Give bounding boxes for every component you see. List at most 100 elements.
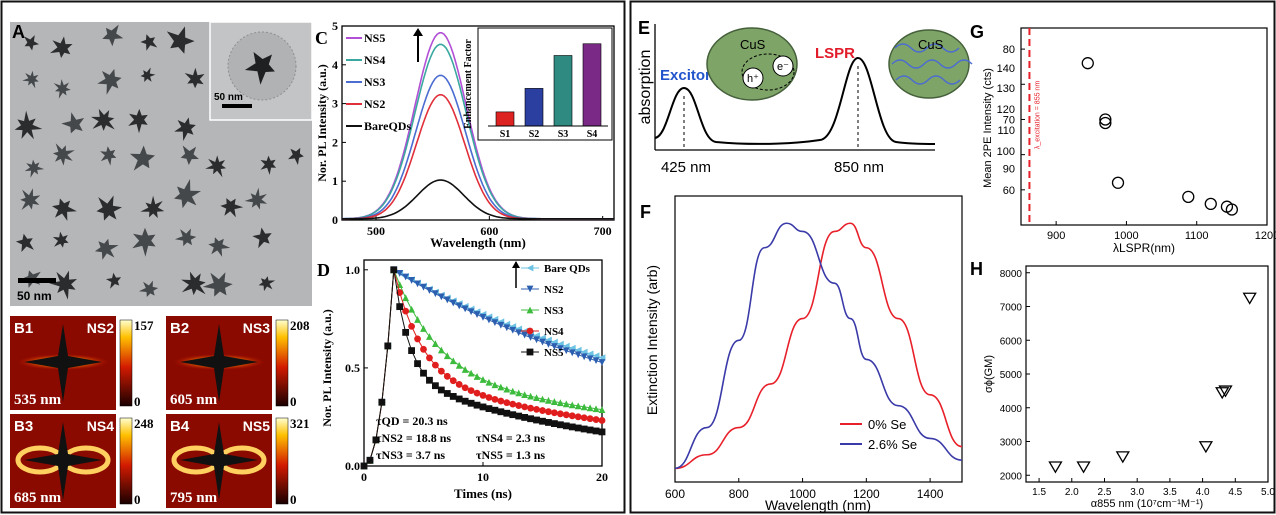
nanostar <box>184 67 205 89</box>
nanostar <box>15 233 34 252</box>
y-tick-label: 1 <box>332 174 338 188</box>
cus-label-1: CuS <box>740 37 766 52</box>
hole-label: h⁺ <box>747 73 759 85</box>
tick-label-e2: 850 nm <box>834 159 884 176</box>
nanostar <box>53 79 71 99</box>
nanostar <box>100 146 117 166</box>
nanostar <box>180 145 199 165</box>
panel-label-a: A <box>12 22 25 42</box>
nanostar <box>132 227 156 257</box>
data-point <box>526 327 534 335</box>
nanostar <box>97 68 122 95</box>
nanostar <box>174 179 201 209</box>
legend-label: NS3 <box>364 75 385 89</box>
sample-name: NS2 <box>87 320 114 336</box>
nanostar <box>260 155 277 175</box>
series-ns5 <box>360 266 606 470</box>
nanostar <box>52 198 77 221</box>
x-tick-label: 600 <box>480 224 498 238</box>
tick-label-e1: 425 nm <box>661 159 711 176</box>
inset-bar-chart: Enhancement Factor S1 S2 S3 S4 <box>463 27 613 141</box>
x-tick-label: 1000 <box>789 487 816 501</box>
nanostar <box>202 272 233 297</box>
ticks-f: 600 800 1000 1200 1400 <box>665 478 944 501</box>
data-point <box>1099 113 1112 126</box>
points-g: λ_excitation = 855 nm <box>1028 28 1239 225</box>
data-point <box>1111 176 1125 189</box>
decay-curve <box>363 269 603 467</box>
y-tick-label: 5 <box>332 19 338 33</box>
nanostar <box>50 36 73 58</box>
x-tick-label: 4.5 <box>1228 487 1242 498</box>
lifetime-annotation: τNS5 = 1.3 ns <box>476 448 545 462</box>
cus-label-2: CuS <box>918 37 944 52</box>
legend-label: Bare QDs <box>544 263 591 275</box>
y-tick-label: 8000 <box>1000 269 1023 280</box>
panel-h: H 1.5 2.0 2.5 3.0 3.5 4.0 4.5 5.0 2000 3000 4000 50… <box>970 259 1275 510</box>
panel-label-b1: B1 <box>14 320 33 337</box>
xlabel-c: Wavelength (nm) <box>430 235 526 250</box>
extinction-curve <box>674 222 963 470</box>
xlabel-g: λLSPR(nm) <box>1113 241 1175 255</box>
nanostar-cross-section <box>180 324 258 402</box>
x-tick-label: 3.5 <box>1163 487 1177 498</box>
x-tick-label: 500 <box>367 224 385 238</box>
wave-3 <box>895 75 961 85</box>
colorbar <box>275 319 289 407</box>
y-tick-label: 3000 <box>1000 438 1023 449</box>
y-tick-label: 2000 <box>1000 471 1023 482</box>
x-tick-label: 2.0 <box>1065 487 1079 498</box>
panel-label-f: F <box>640 202 651 222</box>
y-tick-label: 4 <box>332 58 338 72</box>
data-point <box>1215 387 1230 400</box>
lspr-label: LSPR <box>815 45 855 62</box>
arrow-head-d <box>512 261 520 268</box>
nanostar <box>140 34 158 51</box>
field-map-b4: 321 0 B4 NS5 795 nm <box>166 414 310 508</box>
excitation-wavelength: 795 nm <box>170 490 218 506</box>
sample-name: NS4 <box>87 418 114 434</box>
nanostar <box>140 195 165 219</box>
ylabel-d: Nor. PL Intensity (a.u.) <box>320 309 334 427</box>
nanostar <box>24 159 45 178</box>
right-frame <box>629 0 1276 514</box>
nanostar <box>244 52 275 85</box>
y-tick-label: 6000 <box>1000 336 1023 347</box>
excitation-wavelength: 535 nm <box>14 392 62 408</box>
exciton-label: Exciton <box>660 67 714 84</box>
colorbar-min: 0 <box>290 492 297 507</box>
ticks-c: 500 600 700 0 1 2 3 4 5 <box>332 19 612 238</box>
data-point <box>1076 461 1091 474</box>
nanostar <box>20 188 41 210</box>
legend-label: 2.6% Se <box>868 437 917 452</box>
data-point <box>598 359 606 366</box>
inset-bar <box>553 55 573 127</box>
panel-label-g: G <box>970 22 984 42</box>
data-point <box>526 264 534 272</box>
panel-a: 50 nm 50 nm A <box>10 21 313 306</box>
main-scale-label: 50 nm <box>17 289 52 303</box>
electron <box>772 55 794 77</box>
nanostar <box>140 67 156 82</box>
data-point <box>598 406 606 414</box>
nanostar <box>181 271 206 296</box>
data-point <box>1204 197 1217 211</box>
y-tick-label: 3 <box>332 97 338 111</box>
nanostar <box>94 238 119 260</box>
panel-label-b4: B4 <box>170 418 190 435</box>
panel-f: F 600 800 1000 1200 1400 0% Se 2.6% Se Extinc… <box>640 195 963 513</box>
lifetime-annotation: τQD = 20.3 ns <box>376 414 448 428</box>
nanostar <box>22 70 39 89</box>
data-point <box>1218 385 1233 398</box>
nanostar <box>52 143 75 166</box>
points-h <box>1048 292 1257 474</box>
legend-label: NS4 <box>544 326 564 338</box>
nanostar <box>138 280 159 297</box>
main-scalebar <box>18 278 56 283</box>
panel-b-group: 157 0 B1 NS2 535 nm 208 0 B2 NS3 605 nm 248 0 B3 NS4 6… <box>10 316 310 508</box>
y-tick-label: 5000 <box>1000 370 1023 381</box>
nanostar <box>129 145 155 171</box>
x-tick-label: 1.5 <box>1032 487 1046 498</box>
data-point <box>526 306 534 314</box>
data-point <box>1242 292 1257 305</box>
